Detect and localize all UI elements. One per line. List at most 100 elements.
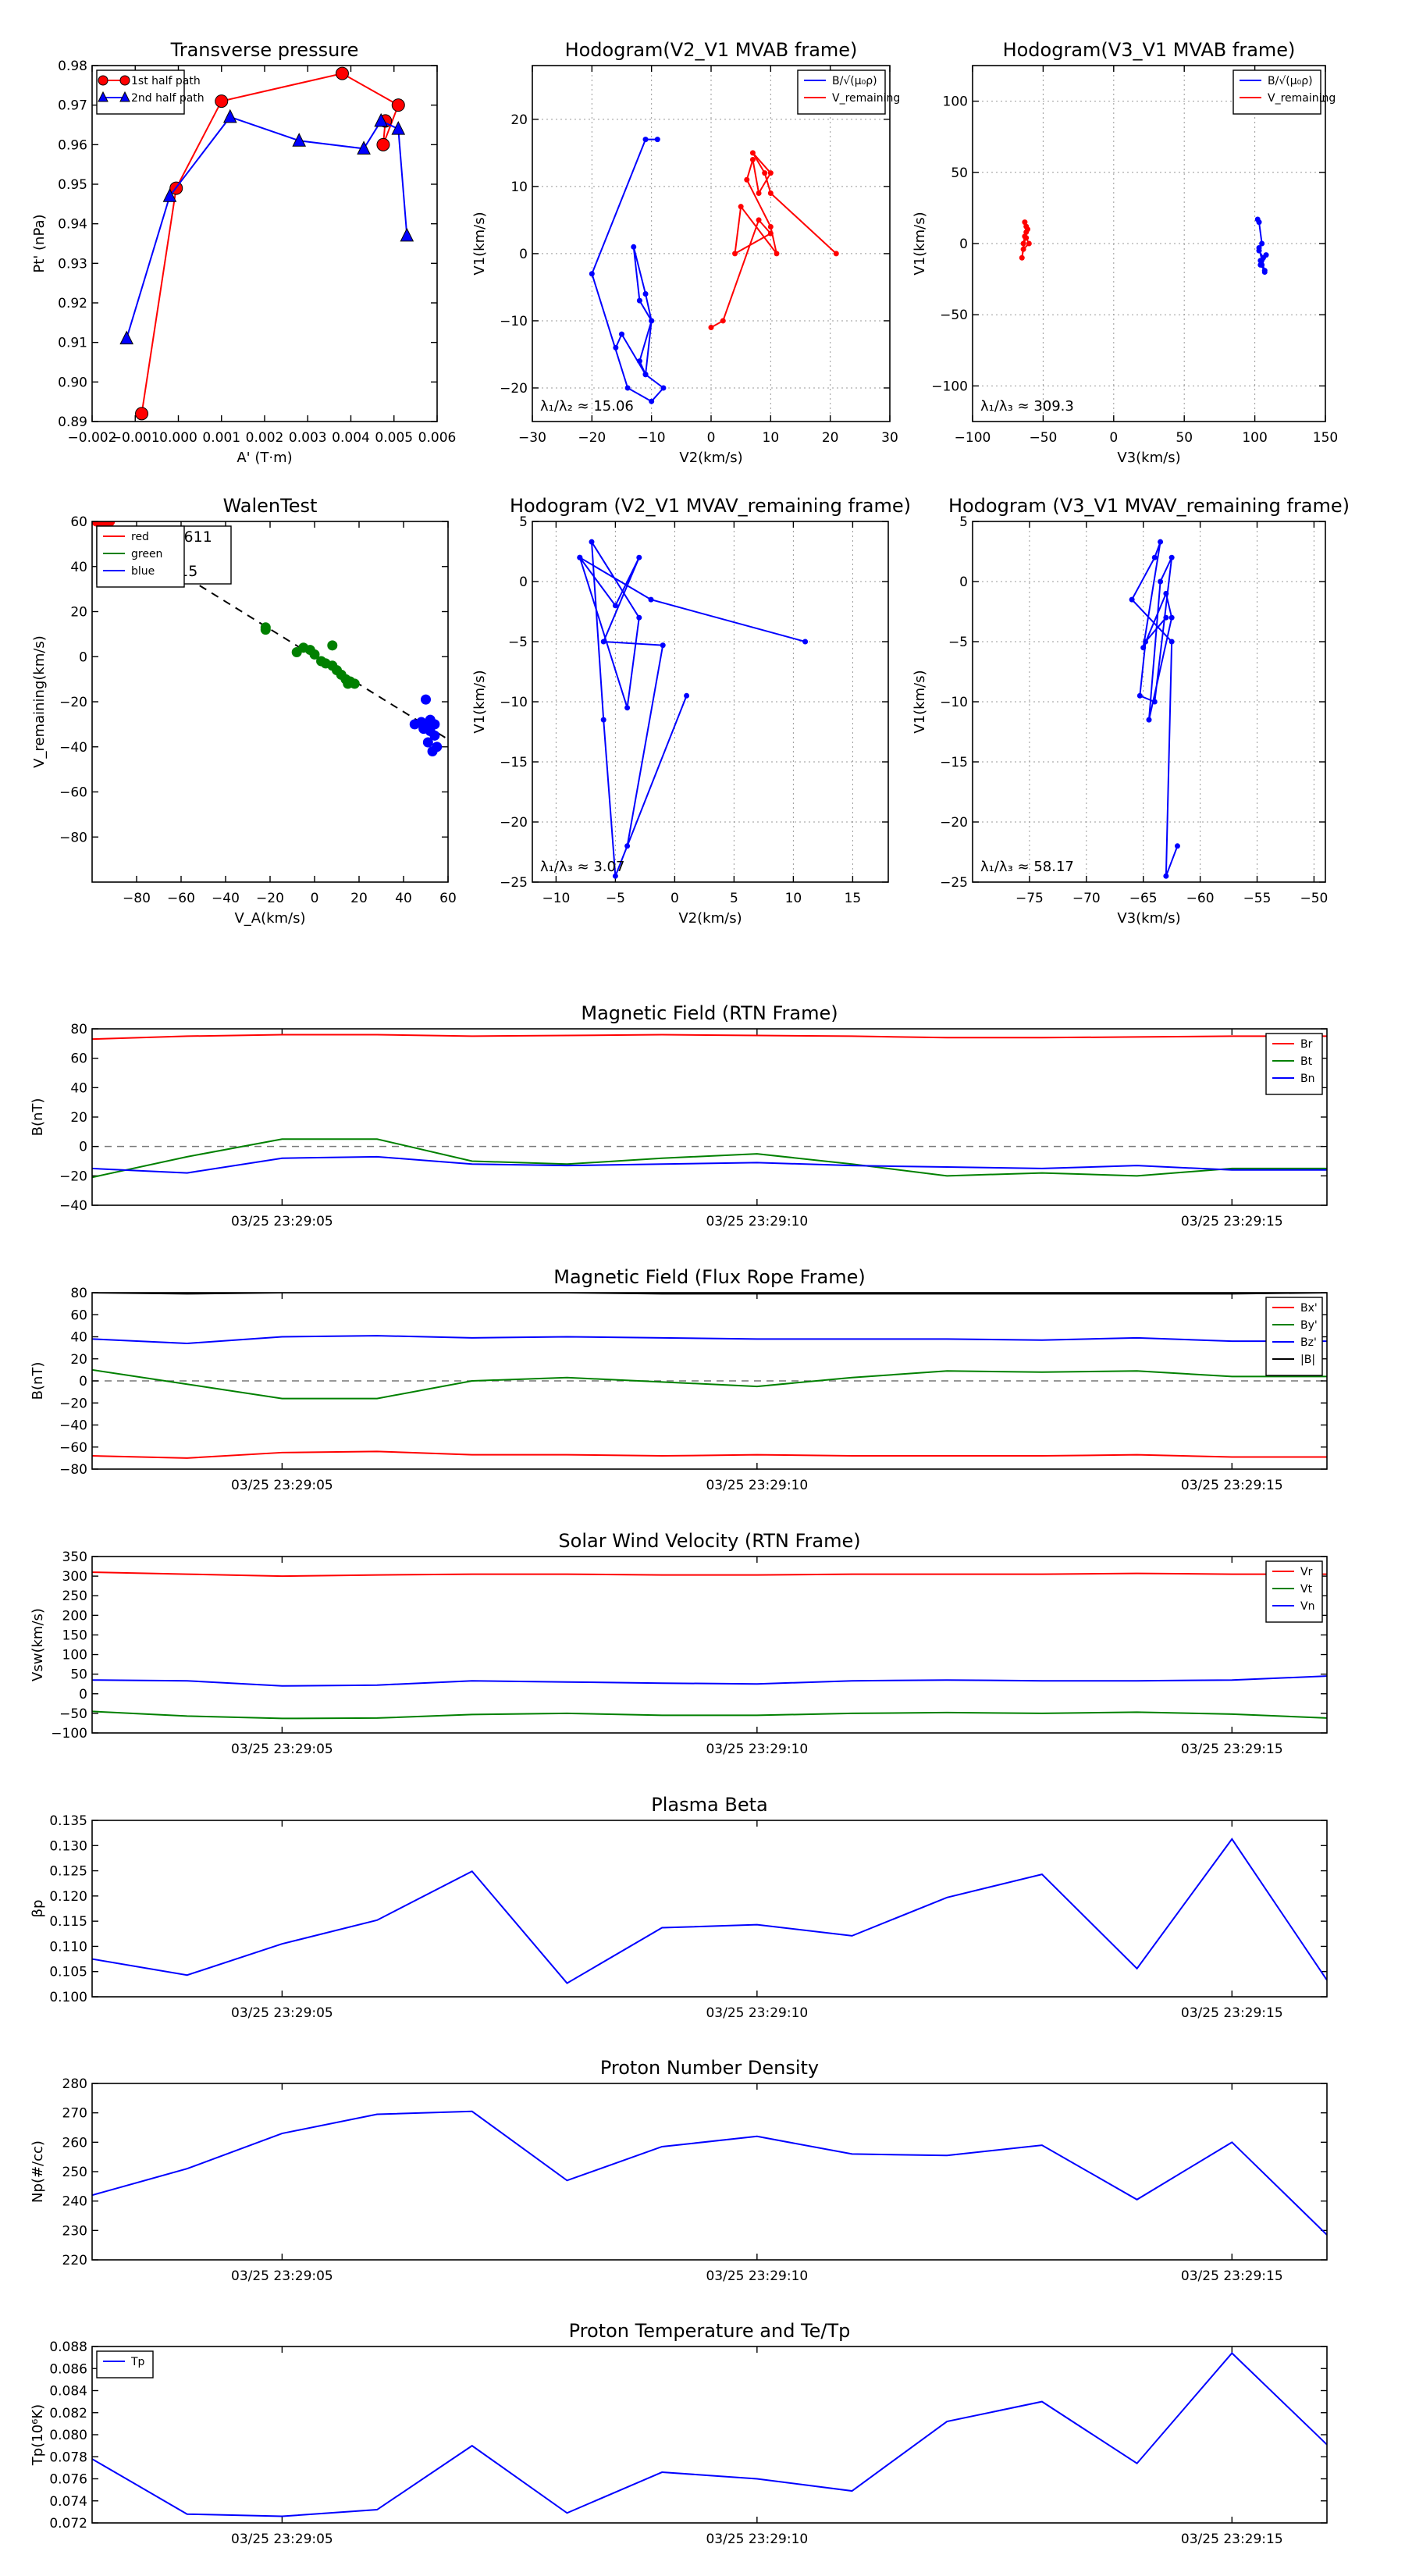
y-axis-label: Np(#/cc) — [30, 2140, 46, 2203]
y-tick-label: 0.130 — [49, 1838, 87, 1854]
data-point — [613, 344, 619, 350]
data-point — [222, 109, 237, 123]
data-point — [335, 66, 349, 80]
y-tick-label: 0.105 — [49, 1965, 87, 1980]
data-point — [612, 873, 618, 879]
y-tick-label: −60 — [59, 1440, 87, 1456]
data-point — [1019, 254, 1025, 261]
y-tick-label: 80 — [70, 1022, 87, 1037]
axis-frame — [532, 65, 891, 422]
data-point — [309, 649, 320, 660]
data-point — [1168, 639, 1175, 645]
plot-area — [92, 2352, 1327, 2517]
y-tick-label: −40 — [59, 1198, 87, 1214]
x-tick-label: −30 — [518, 430, 546, 446]
x-tick-label: −50 — [1029, 430, 1057, 446]
y-tick-label: 0 — [79, 1374, 87, 1389]
y-tick-label: 60 — [70, 1308, 87, 1323]
legend-label: Vr — [1300, 1566, 1313, 1578]
data-point — [1256, 244, 1262, 251]
x-tick-label: −20 — [578, 430, 606, 446]
chart-title: Hodogram(V2_V1 MVAB frame) — [565, 39, 858, 61]
y-tick-label: 0.120 — [49, 1889, 87, 1905]
legend: Vr Vt Vn — [1265, 1560, 1323, 1623]
data-point — [684, 692, 690, 699]
y-tick-label: 0.125 — [49, 1864, 87, 1880]
chart-panel-4: WalenTest −80 −60 −40 −20 0 20 40 60 −80 −60 −40 −20… — [31, 495, 457, 927]
chart-title: Plasma Beta — [651, 1794, 767, 1816]
data-point — [1163, 590, 1169, 596]
data-point — [327, 640, 338, 651]
axis-frame — [532, 521, 889, 883]
y-axis-label: Tp(10⁶K) — [30, 2404, 46, 2466]
y-tick-label: 240 — [62, 2194, 87, 2210]
data-point — [577, 554, 583, 560]
chart-panel-9: Solar Wind Velocity (RTN Frame) −100 −50 0 5… — [30, 1530, 1328, 1757]
y-tick-label: 220 — [62, 2253, 87, 2268]
data-point — [429, 730, 440, 741]
y-axis-label: βp — [30, 1900, 46, 1918]
series-line-np — [92, 2110, 1327, 2236]
y-tick-label: 5 — [959, 514, 968, 530]
x-tick-label: 03/25 23:29:15 — [1181, 1214, 1283, 1229]
y-axis-label: V_remaining(km/s) — [31, 635, 48, 768]
series-line-vr — [92, 1571, 1327, 1578]
x-tick-label: 03/25 23:29:10 — [706, 1214, 808, 1229]
y-tick-label: 5 — [519, 514, 528, 530]
x-tick-label: 03/25 23:29:10 — [706, 2005, 808, 2021]
data-point — [660, 385, 667, 391]
x-tick-label: 20 — [822, 430, 839, 446]
y-axis-label: B(nT) — [30, 1362, 46, 1400]
x-tick-label: −50 — [1300, 891, 1328, 906]
x-tick-label: 03/25 23:29:15 — [1181, 2532, 1283, 2547]
x-tick-label: −80 — [123, 891, 151, 906]
data-point — [418, 724, 429, 735]
y-axis-label: Pt' (nPa) — [31, 214, 48, 272]
legend-frame — [1265, 1560, 1323, 1623]
legend-frame — [1265, 1033, 1323, 1095]
data-point — [636, 297, 642, 304]
y-tick-label: 0 — [79, 1687, 87, 1703]
series-line-vt — [92, 1710, 1327, 1720]
data-point — [1143, 639, 1149, 645]
y-tick-label: 0.110 — [49, 1939, 87, 1955]
x-tick-label: 0.005 — [375, 430, 413, 446]
y-tick-label: 60 — [70, 514, 87, 530]
legend-frame — [1265, 1297, 1323, 1376]
data-point — [767, 223, 774, 229]
y-tick-label: 0.078 — [49, 2450, 87, 2465]
y-tick-label: 40 — [70, 560, 87, 575]
data-point — [427, 746, 438, 757]
plot-area — [92, 1838, 1327, 1984]
x-tick-label: 150 — [1313, 430, 1338, 446]
data-point — [1256, 219, 1262, 226]
y-tick-label: 0 — [959, 237, 968, 252]
plot-area — [577, 539, 809, 879]
data-point — [589, 539, 595, 545]
data-point — [391, 120, 406, 135]
y-tick-label: 0.97 — [58, 98, 87, 114]
y-tick-label: −50 — [59, 1706, 87, 1722]
x-tick-label: 0 — [311, 891, 319, 906]
data-point — [1259, 240, 1265, 247]
chart-panel-5: Hodogram (V2_V1 MVAV_remaining frame) −25… — [471, 495, 911, 927]
x-tick-label: 0.003 — [289, 430, 327, 446]
x-tick-label: −20 — [256, 891, 284, 906]
y-tick-label: −15 — [940, 755, 968, 770]
data-point — [589, 271, 595, 277]
series-line-hodogram — [578, 541, 806, 877]
y-tick-label: −25 — [500, 875, 528, 891]
y-tick-label: 250 — [62, 2165, 87, 2180]
series-line-hodogram — [1130, 541, 1179, 877]
legend-label: red — [131, 531, 149, 543]
legend: Bx' By' Bz' |B| — [1265, 1297, 1323, 1376]
chart-title: Proton Temperature and Te/Tp — [569, 2320, 851, 2342]
legend-frame — [797, 69, 886, 115]
x-axis-label: V3(km/s) — [1117, 910, 1180, 927]
x-tick-label: −0.002 — [68, 430, 117, 446]
series-line-br — [92, 1034, 1327, 1041]
plot-area — [92, 2110, 1327, 2236]
x-tick-label: 0.006 — [418, 430, 457, 446]
y-tick-label: 0.92 — [58, 296, 87, 311]
